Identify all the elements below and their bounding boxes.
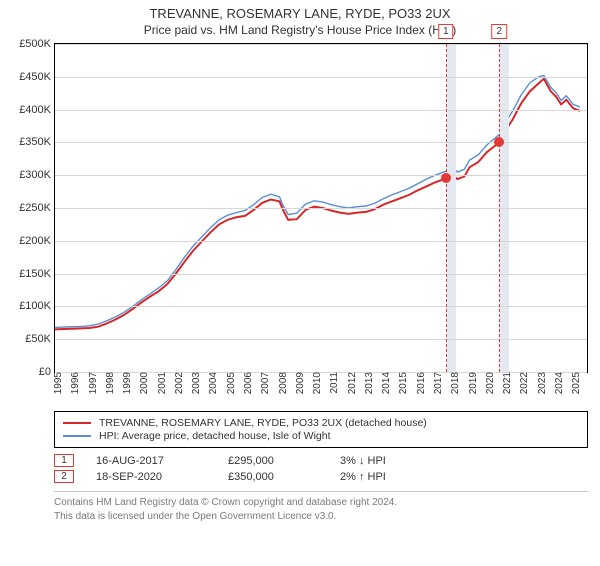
- legend: TREVANNE, ROSEMARY LANE, RYDE, PO33 2UX …: [54, 411, 588, 448]
- x-tick-label: 2023: [535, 372, 548, 394]
- y-tick-label: £150K: [19, 268, 55, 280]
- chart-subtitle: Price paid vs. HM Land Registry's House …: [0, 23, 600, 37]
- x-tick-label: 2020: [483, 372, 496, 394]
- event-marker: [441, 173, 451, 183]
- legend-row: HPI: Average price, detached house, Isle…: [63, 430, 579, 442]
- event-label: 1: [438, 24, 454, 39]
- event-delta: 2% ↑ HPI: [340, 471, 386, 483]
- event-id: 1: [54, 454, 74, 467]
- x-tick-label: 2019: [466, 372, 479, 394]
- event-marker: [494, 137, 504, 147]
- x-tick-label: 2024: [552, 372, 565, 394]
- legend-row: TREVANNE, ROSEMARY LANE, RYDE, PO33 2UX …: [63, 417, 579, 429]
- x-tick-label: 1998: [103, 372, 116, 394]
- legend-label: HPI: Average price, detached house, Isle…: [99, 430, 331, 442]
- x-tick-label: 1995: [51, 372, 64, 394]
- x-tick-label: 2012: [345, 372, 358, 394]
- footer-line-2: This data is licensed under the Open Gov…: [54, 510, 588, 524]
- grid-line: [55, 44, 587, 45]
- x-tick-label: 2017: [431, 372, 444, 394]
- x-tick-label: 2007: [258, 372, 271, 394]
- y-tick-label: £300K: [19, 169, 55, 181]
- y-tick-label: £100K: [19, 300, 55, 312]
- x-tick-label: 2002: [172, 372, 185, 394]
- x-tick-label: 1999: [120, 372, 133, 394]
- x-tick-label: 2001: [155, 372, 168, 394]
- y-tick-label: £250K: [19, 202, 55, 214]
- grid-line: [55, 306, 587, 307]
- grid-line: [55, 110, 587, 111]
- x-tick-label: 2022: [517, 372, 530, 394]
- y-tick-label: £450K: [19, 71, 55, 83]
- x-tick-label: 2015: [396, 372, 409, 394]
- event-date: 16-AUG-2017: [96, 455, 206, 467]
- event-row: 1 16-AUG-2017 £295,000 3% ↓ HPI: [54, 454, 588, 467]
- grid-line: [55, 241, 587, 242]
- event-delta: 3% ↓ HPI: [340, 455, 386, 467]
- x-tick-label: 2006: [241, 372, 254, 394]
- event-line: [499, 44, 500, 372]
- footer: Contains HM Land Registry data © Crown c…: [54, 491, 588, 523]
- x-tick-label: 2011: [327, 372, 340, 394]
- grid-line: [55, 274, 587, 275]
- x-tick-label: 2008: [276, 372, 289, 394]
- x-tick-label: 2010: [310, 372, 323, 394]
- x-tick-label: 1997: [86, 372, 99, 394]
- chart-title: TREVANNE, ROSEMARY LANE, RYDE, PO33 2UX: [0, 6, 600, 21]
- x-tick-label: 2000: [137, 372, 150, 394]
- x-tick-label: 2003: [189, 372, 202, 394]
- x-tick-label: 2005: [224, 372, 237, 394]
- x-tick-label: 1996: [68, 372, 81, 394]
- event-price: £295,000: [228, 455, 318, 467]
- x-tick-label: 2009: [293, 372, 306, 394]
- x-tick-label: 2016: [414, 372, 427, 394]
- grid-line: [55, 175, 587, 176]
- legend-swatch: [63, 422, 91, 424]
- y-tick-label: £50K: [25, 333, 55, 345]
- x-tick-label: 2025: [569, 372, 582, 394]
- event-label: 2: [491, 24, 507, 39]
- x-tick-label: 2014: [379, 372, 392, 394]
- event-date: 18-SEP-2020: [96, 471, 206, 483]
- grid-line: [55, 142, 587, 143]
- x-tick-label: 2018: [448, 372, 461, 394]
- event-price: £350,000: [228, 471, 318, 483]
- chart-plot-area: £0£50K£100K£150K£200K£250K£300K£350K£400…: [54, 43, 588, 373]
- event-id: 2: [54, 470, 74, 483]
- y-tick-label: £200K: [19, 235, 55, 247]
- footer-line-1: Contains HM Land Registry data © Crown c…: [54, 496, 588, 510]
- legend-swatch: [63, 435, 91, 437]
- events-table: 1 16-AUG-2017 £295,000 3% ↓ HPI 2 18-SEP-2020…: [54, 454, 588, 483]
- y-tick-label: £350K: [19, 136, 55, 148]
- grid-line: [55, 339, 587, 340]
- event-line: [446, 44, 447, 372]
- y-tick-label: £400K: [19, 104, 55, 116]
- legend-label: TREVANNE, ROSEMARY LANE, RYDE, PO33 2UX …: [99, 417, 427, 429]
- grid-line: [55, 77, 587, 78]
- x-tick-label: 2021: [500, 372, 513, 394]
- x-tick-label: 2013: [362, 372, 375, 394]
- x-tick-label: 2004: [206, 372, 219, 394]
- grid-line: [55, 208, 587, 209]
- y-tick-label: £500K: [19, 38, 55, 50]
- event-row: 2 18-SEP-2020 £350,000 2% ↑ HPI: [54, 470, 588, 483]
